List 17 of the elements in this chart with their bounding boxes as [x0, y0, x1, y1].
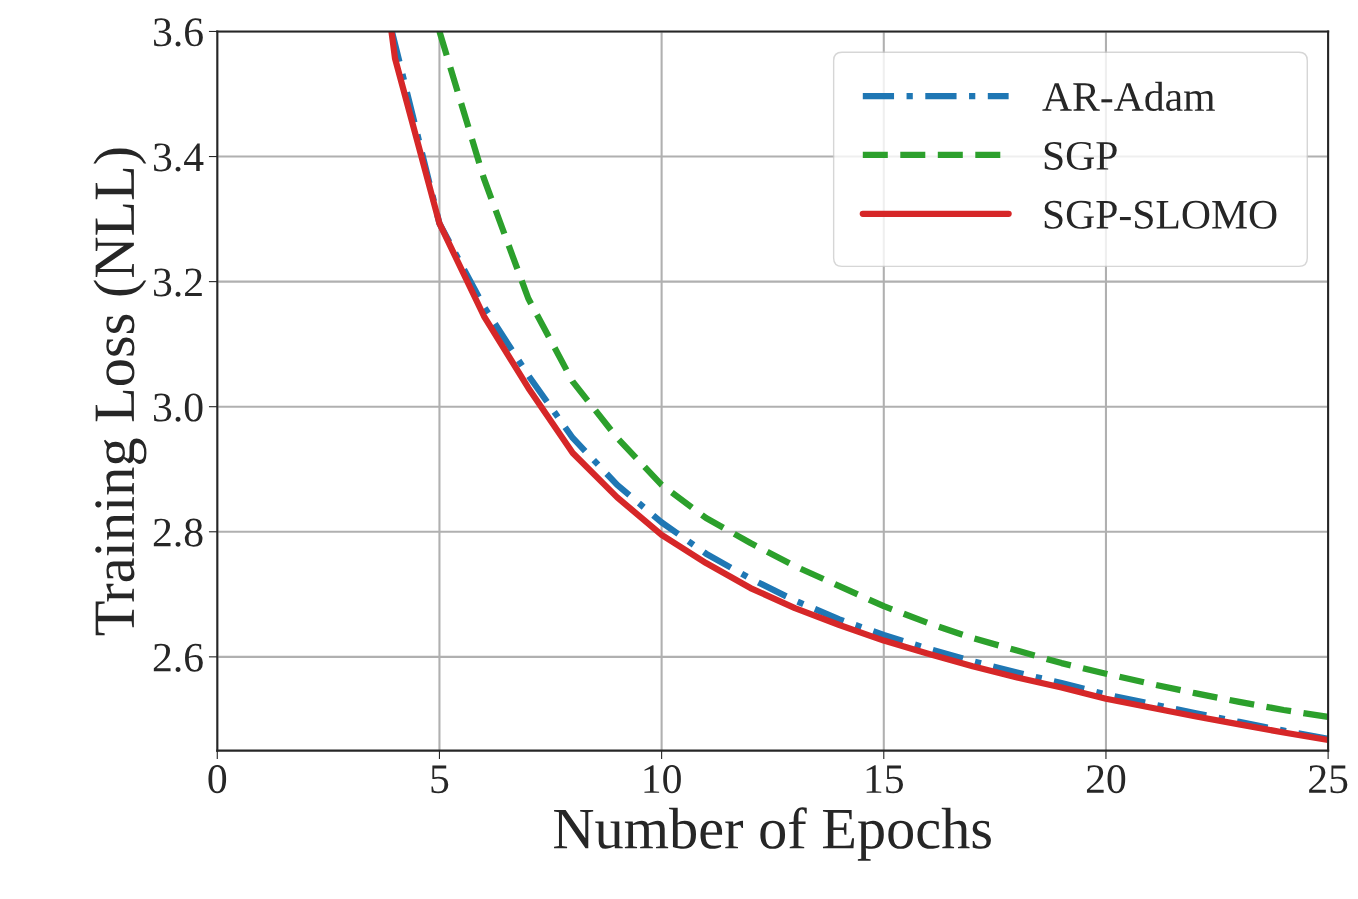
legend-label: SGP [1044, 141, 1117, 170]
x-tick-label: 20 [1086, 765, 1126, 794]
y-axis-title: Training Loss (NLL) [93, 148, 147, 636]
y-tick-label: 2.8 [153, 518, 203, 547]
y-tick-label: 3.6 [153, 18, 203, 47]
y-tick-label: 3.2 [153, 268, 202, 297]
legend-label: AR-Adam [1042, 81, 1215, 112]
y-tick-label: 3.4 [153, 143, 204, 172]
x-tick-label: 0 [208, 765, 227, 794]
x-tick-label: 10 [644, 765, 681, 794]
y-tick-label: 3.0 [153, 393, 203, 422]
x-tick-label: 25 [1309, 765, 1348, 794]
x-axis-title: Number of Epochs [554, 807, 991, 861]
x-tick-label: 15 [866, 765, 903, 794]
y-tick-label: 2.6 [153, 643, 203, 672]
x-tick-label: 5 [431, 765, 449, 794]
legend-label: SGP-SLOMO [1044, 200, 1277, 229]
